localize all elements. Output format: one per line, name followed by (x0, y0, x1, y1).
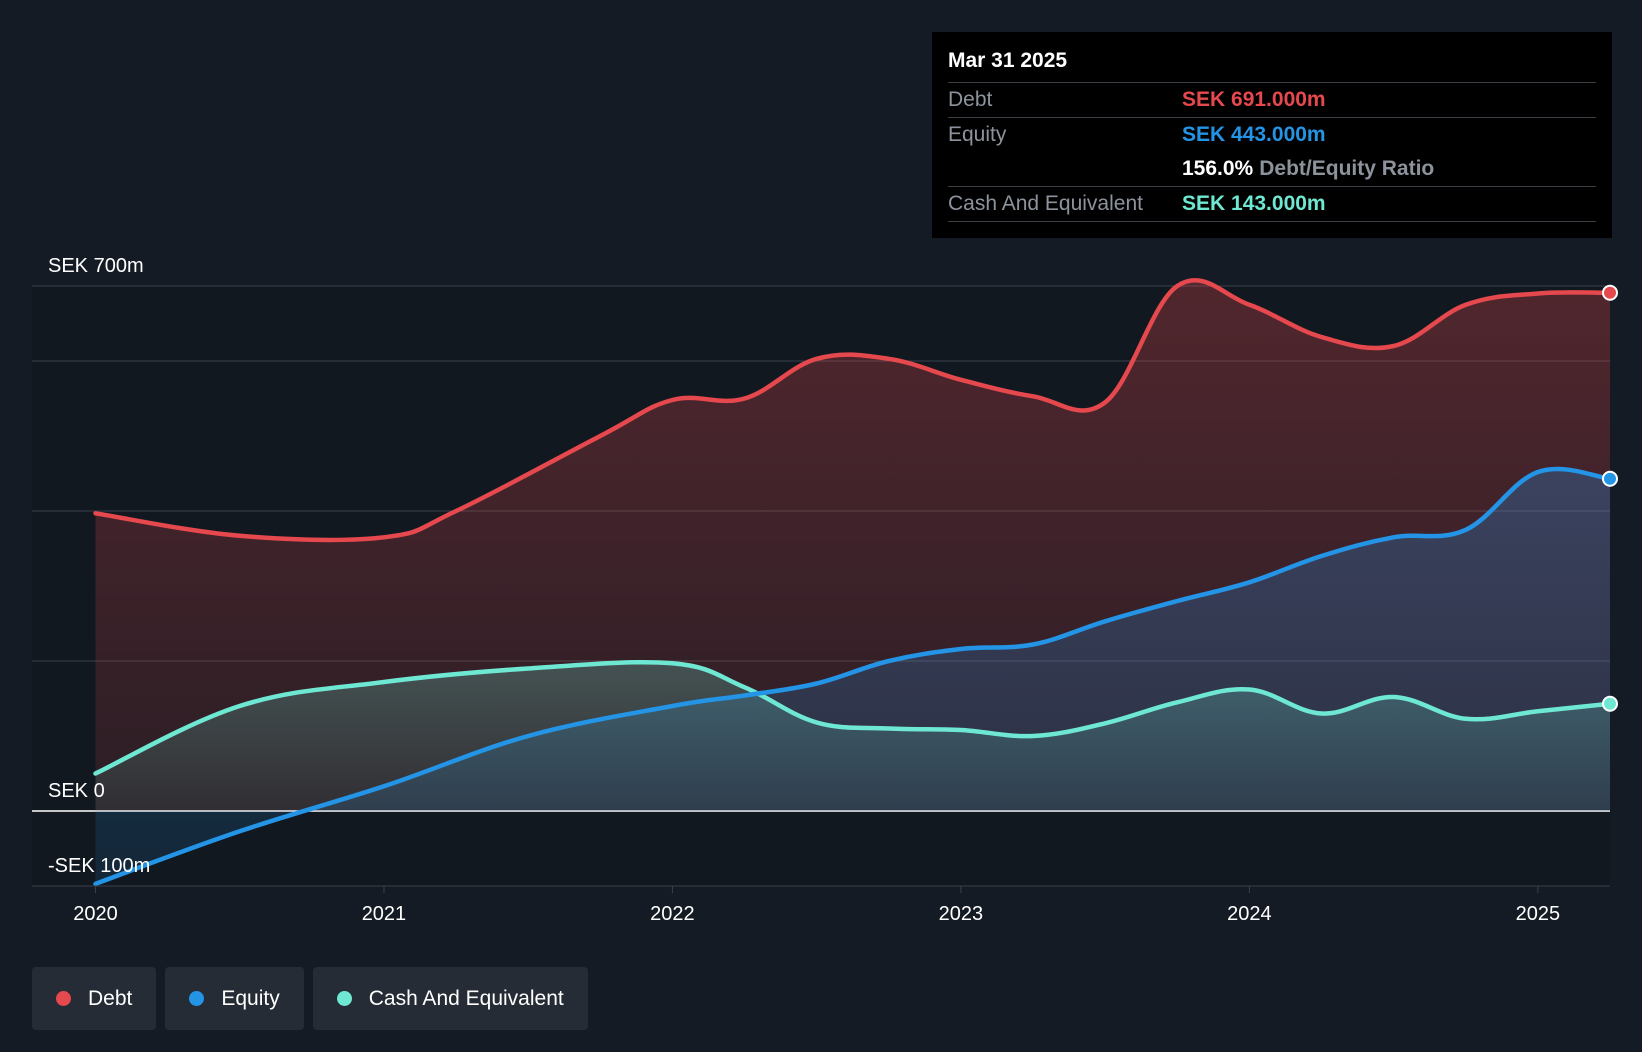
tooltip-debt-row: Debt SEK 691.000m (948, 83, 1596, 118)
tooltip-cash-label: Cash And Equivalent (948, 192, 1143, 215)
debt-end-marker (1602, 284, 1618, 301)
tooltip-date: Mar 31 2025 (948, 46, 1596, 83)
y-tick-label: SEK 700m (48, 255, 144, 277)
tooltip-equity-row: Equity SEK 443.000m (948, 118, 1596, 152)
tooltip-equity-value: SEK 443.000m (1182, 123, 1326, 146)
cash-area (95, 662, 1610, 811)
legend-label-debt: Debt (88, 986, 133, 1010)
tooltip-ratio-row: 156.0% Debt/Equity Ratio (948, 152, 1596, 187)
x-tick-label: 2022 (650, 903, 695, 925)
debt-line (93, 278, 1613, 543)
equity-end-marker (1602, 470, 1618, 487)
chart-legend: Debt Equity Cash And Equivalent (32, 967, 597, 1030)
equity-line (93, 466, 1613, 887)
tooltip-cash-value: SEK 143.000m (1182, 192, 1326, 215)
legend-label-cash: Cash And Equivalent (368, 986, 564, 1010)
equity-dot-icon (189, 991, 205, 1006)
y-tick-label: -SEK 100m (48, 855, 150, 877)
x-tick-label: 2024 (1227, 903, 1272, 925)
tooltip-cash-row: Cash And Equivalent SEK 143.000m (948, 187, 1596, 222)
legend-label-equity: Equity (221, 986, 280, 1010)
legend-item-cash[interactable]: Cash And Equivalent (312, 967, 588, 1030)
x-tick-label: 2020 (73, 903, 118, 925)
legend-item-debt[interactable]: Debt (32, 967, 157, 1030)
tooltip-ratio-value: 156.0% (1182, 157, 1254, 180)
tooltip-ratio-label: Debt/Equity Ratio (1259, 157, 1435, 180)
tooltip-equity-label: Equity (948, 123, 1007, 146)
tooltip-panel: Mar 31 2025 Debt SEK 691.000m Equity SEK… (932, 32, 1612, 238)
legend-item-equity[interactable]: Equity (165, 967, 304, 1030)
x-tick-label: 2021 (362, 903, 407, 925)
debt-dot-icon (56, 991, 71, 1006)
y-tick-label: SEK 0 (48, 780, 105, 802)
tooltip-debt-value: SEK 691.000m (1182, 88, 1326, 111)
cash-line (93, 659, 1613, 776)
cash-dot-icon (336, 991, 352, 1006)
tooltip-debt-label: Debt (948, 88, 993, 111)
x-tick-label: 2023 (939, 903, 984, 925)
cash-end-marker (1602, 695, 1618, 712)
x-tick-label: 2025 (1516, 903, 1561, 925)
